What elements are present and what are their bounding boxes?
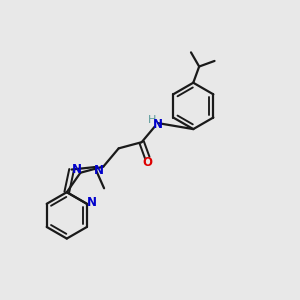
Text: N: N	[72, 163, 82, 176]
Text: N: N	[94, 164, 104, 177]
Text: O: O	[142, 156, 152, 170]
Text: H: H	[148, 115, 156, 125]
Text: N: N	[87, 196, 97, 209]
Text: N: N	[153, 118, 163, 131]
